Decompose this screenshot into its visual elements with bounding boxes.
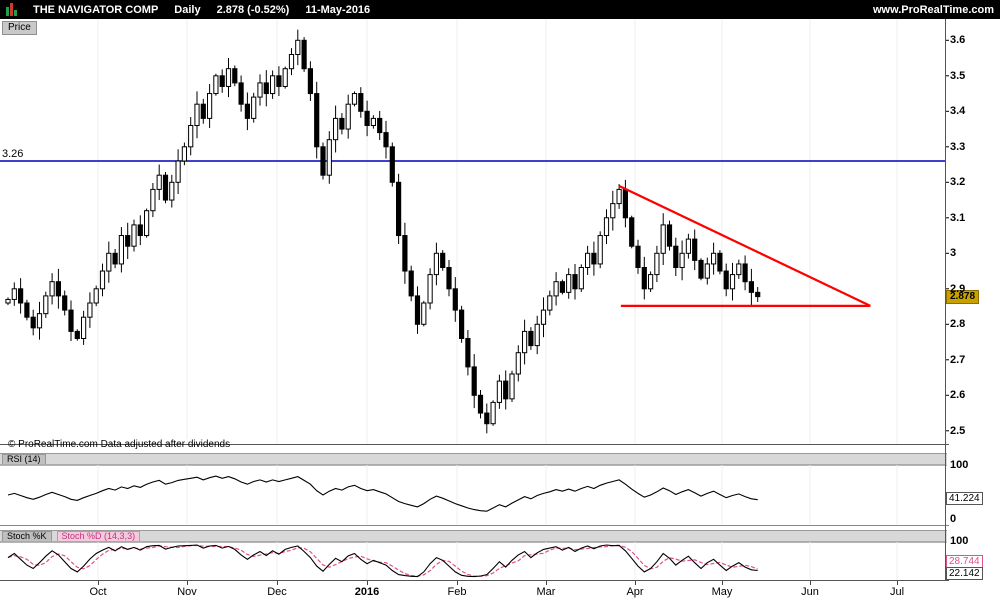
price-panel-tab[interactable]: Price bbox=[2, 21, 37, 35]
time-axis-label: Nov bbox=[177, 586, 197, 598]
time-axis-tick bbox=[367, 581, 368, 585]
time-axis-tick bbox=[187, 581, 188, 585]
last-quote: 2.878 (-0.52%) bbox=[216, 3, 290, 16]
stoch-panel[interactable] bbox=[0, 541, 1000, 581]
copyright-note: © ProRealTime.com Data adjusted after di… bbox=[8, 439, 231, 450]
time-axis-label: Mar bbox=[536, 586, 556, 598]
price-axis-tick-label: 3.1 bbox=[950, 211, 966, 224]
time-axis-tick bbox=[457, 581, 458, 585]
time-axis-tick bbox=[897, 581, 898, 585]
price-chart-canvas[interactable] bbox=[0, 19, 1000, 445]
time-axis-label: Jun bbox=[801, 586, 819, 598]
time-axis-label: Dec bbox=[267, 586, 287, 598]
rsi-axis-top: 100 bbox=[950, 459, 969, 471]
stoch-chart-canvas[interactable] bbox=[0, 541, 1000, 581]
rsi-chart-canvas[interactable] bbox=[0, 464, 1000, 526]
last-price-axis-label: 2.878 bbox=[946, 289, 980, 304]
price-axis-tick-label: 2.6 bbox=[950, 389, 966, 402]
time-axis-tick bbox=[546, 581, 547, 585]
time-axis-label: May bbox=[711, 586, 733, 598]
price-axis-tick-label: 3.5 bbox=[950, 69, 966, 82]
horizontal-level-label: 3.26 bbox=[2, 148, 24, 160]
time-axis-tick bbox=[98, 581, 99, 585]
time-axis-label: 2016 bbox=[354, 586, 380, 598]
instrument-name: THE NAVIGATOR COMP bbox=[33, 3, 159, 16]
axis-divider-line bbox=[945, 19, 946, 581]
price-axis-tick-label: 3.3 bbox=[950, 140, 966, 153]
rsi-panel[interactable] bbox=[0, 464, 1000, 526]
price-panel[interactable] bbox=[0, 19, 1000, 445]
title-bar: THE NAVIGATOR COMP Daily 2.878 (-0.52%) … bbox=[0, 0, 1000, 19]
price-axis-tick-label: 2.8 bbox=[950, 318, 966, 331]
stoch-axis-top: 100 bbox=[950, 535, 969, 547]
time-axis-label: Oct bbox=[89, 586, 107, 598]
chart-icon bbox=[6, 3, 17, 16]
price-axis-tick-label: 3.6 bbox=[950, 34, 966, 47]
time-axis-label: Jul bbox=[889, 586, 905, 598]
rsi-axis-bottom: 0 bbox=[950, 513, 957, 525]
price-axis-tick-label: 2.7 bbox=[950, 353, 966, 366]
timeframe-label: Daily bbox=[174, 3, 201, 16]
time-axis-tick bbox=[277, 581, 278, 585]
rsi-panel-header: RSI (14) bbox=[0, 453, 947, 466]
price-axis-tick-label: 2.9 bbox=[950, 282, 966, 295]
time-axis-label: Apr bbox=[626, 586, 644, 598]
price-axis-tick-label: 3.2 bbox=[950, 176, 966, 189]
time-axis-tick bbox=[810, 581, 811, 585]
price-axis-tick-label: 2.5 bbox=[950, 424, 966, 437]
stoch-k-last-value-label: 22.142 bbox=[946, 567, 983, 580]
time-axis-tick bbox=[635, 581, 636, 585]
rsi-last-value-label: 41.224 bbox=[946, 492, 983, 505]
quote-date: 11-May-2016 bbox=[305, 3, 371, 16]
time-axis-tick bbox=[722, 581, 723, 585]
price-axis-tick-label: 3.4 bbox=[950, 105, 966, 118]
prorealtime-site-label: www.ProRealTime.com bbox=[872, 3, 994, 16]
time-axis[interactable]: Oct Nov Dec 2016 Feb Mar Apr May Jun Jul bbox=[0, 581, 1000, 600]
time-axis-label: Feb bbox=[447, 586, 467, 598]
price-axis-tick-label: 3 bbox=[950, 247, 957, 260]
